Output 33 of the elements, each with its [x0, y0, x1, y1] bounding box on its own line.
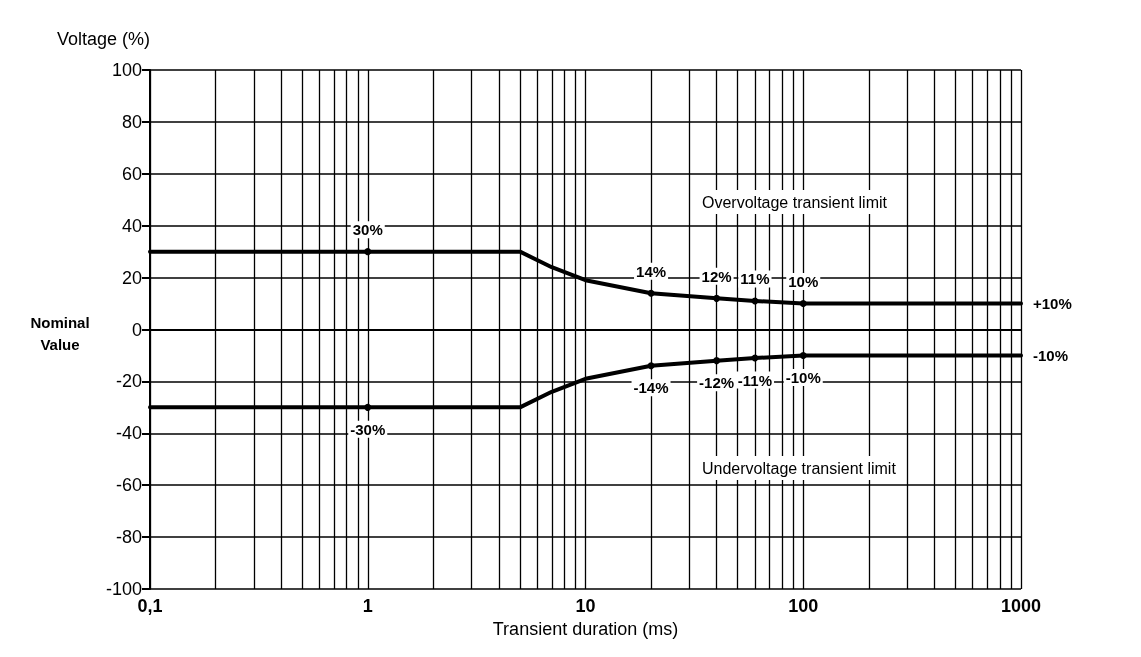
- y-tick-label: 20: [121, 267, 142, 288]
- x-tick-label: 1000: [1000, 596, 1042, 616]
- data-label: -30%: [350, 420, 386, 438]
- y-tick-label: -80: [115, 527, 142, 548]
- annotation: Undervoltage transient limit: [702, 459, 897, 477]
- data-label: 30%: [352, 221, 383, 239]
- data-label: -12%: [699, 374, 735, 392]
- y-tick-label: 40: [121, 215, 142, 236]
- data-label: 11%: [740, 270, 770, 288]
- data-label: 12%: [701, 267, 732, 285]
- text: Nominal Value: [30, 313, 90, 353]
- y-tick-label: 0: [131, 319, 142, 340]
- x-tick-label: 10: [575, 596, 596, 616]
- x-tick-label: 1: [362, 596, 373, 616]
- data-label: -11%: [737, 371, 773, 389]
- y-tick-label: -40: [115, 423, 142, 444]
- y-axis-title: Voltage (%): [56, 29, 150, 49]
- y-tick-label: -20: [115, 371, 142, 392]
- y-tick-label: 60: [121, 163, 142, 184]
- data-label: -14%: [633, 379, 669, 397]
- y-tick-label: 100: [111, 60, 142, 80]
- x-axis-title: Transient duration (ms): [492, 618, 679, 639]
- y-tick-label: -100: [105, 579, 142, 599]
- y-tick-label: 80: [121, 111, 142, 132]
- data-label: 14%: [636, 262, 667, 280]
- x-tick-label: 0,1: [137, 596, 163, 616]
- x-tick-label: 100: [788, 596, 819, 616]
- data-label: -10%: [1033, 346, 1069, 364]
- y-tick-label: -60: [115, 475, 142, 496]
- annotation: Overvoltage transient limit: [702, 193, 888, 211]
- data-label: 10%: [788, 273, 819, 291]
- data-label: +10%: [1033, 295, 1072, 313]
- data-label: -10%: [785, 368, 821, 386]
